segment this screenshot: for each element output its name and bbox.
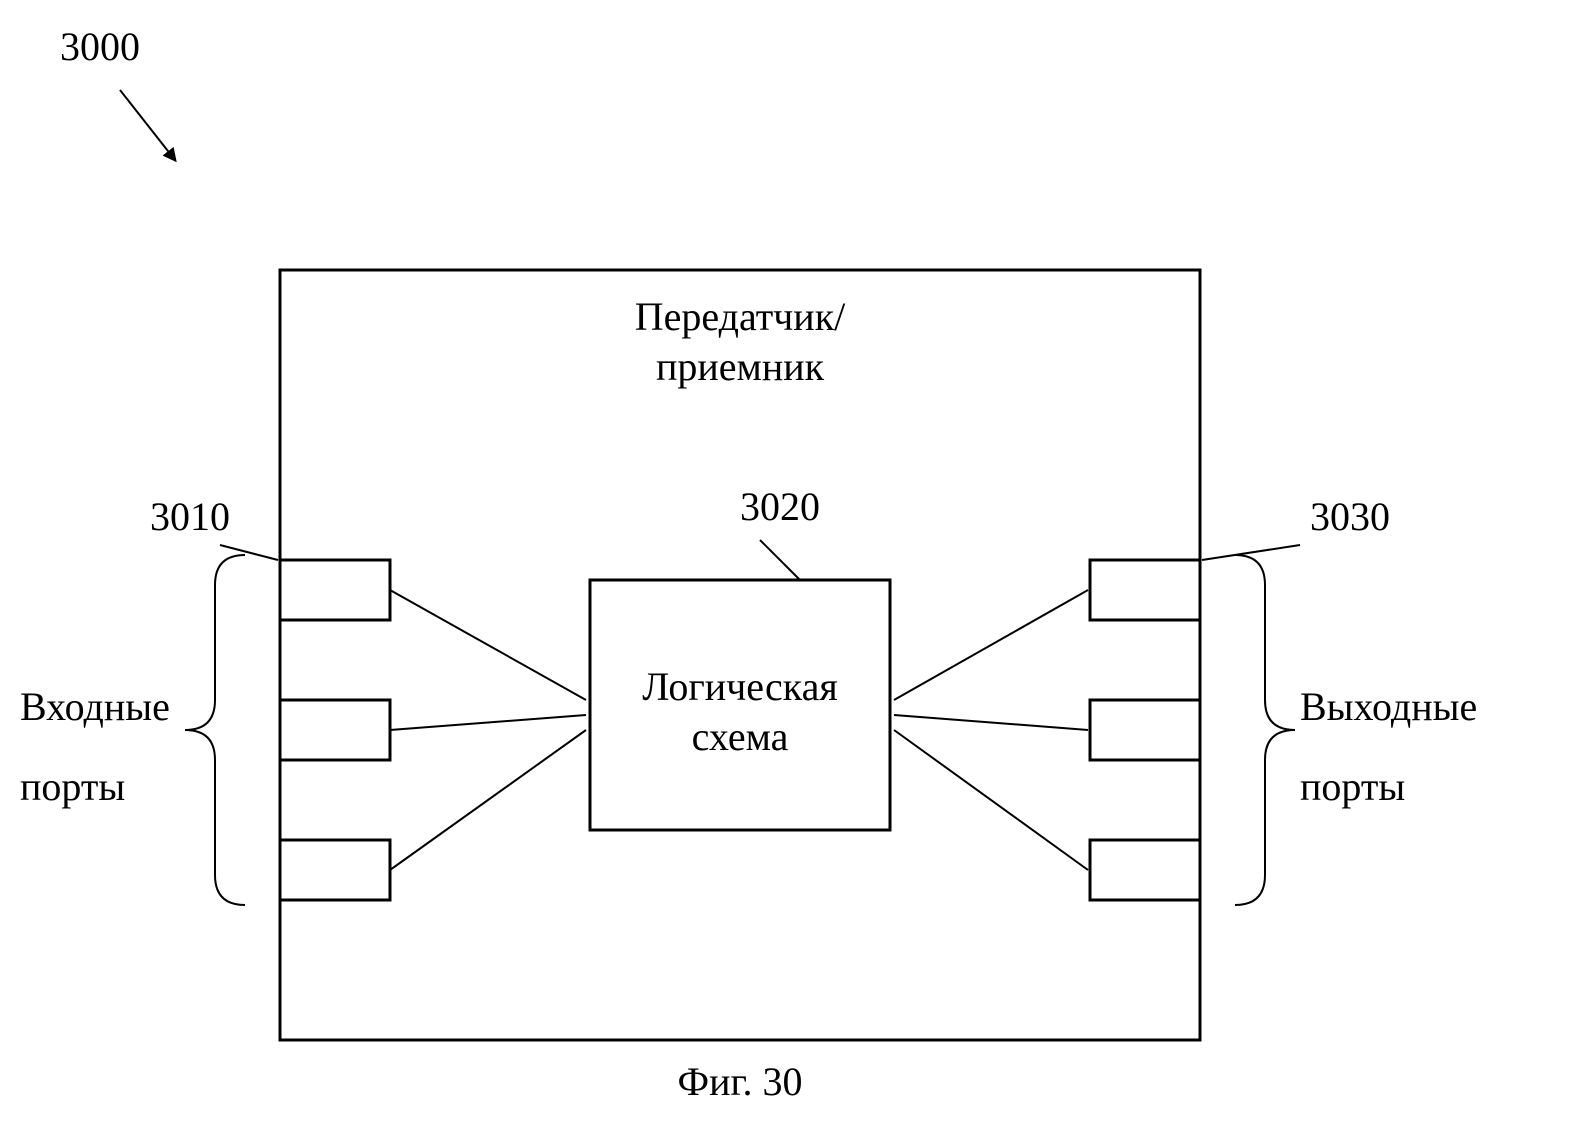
output-label-line2: порты: [1300, 764, 1405, 809]
outer-title-line1: Передатчик/: [635, 294, 846, 339]
logic-label-line1: Логическая: [642, 664, 838, 709]
figure-caption: Фиг. 30: [678, 1059, 803, 1104]
figure-ref-3000: 3000: [60, 24, 140, 69]
canvas-bg: [0, 0, 1576, 1144]
output-label-line1: Выходные: [1300, 684, 1477, 729]
input-label-line2: порты: [20, 764, 125, 809]
outer-title-line2: приемник: [656, 344, 825, 389]
input-ref-3010: 3010: [150, 494, 230, 539]
input-label-line1: Входные: [20, 684, 170, 729]
logic-label-line2: схема: [692, 714, 789, 759]
output-ref-3030: 3030: [1310, 494, 1390, 539]
logic-ref-3020: 3020: [740, 484, 820, 529]
